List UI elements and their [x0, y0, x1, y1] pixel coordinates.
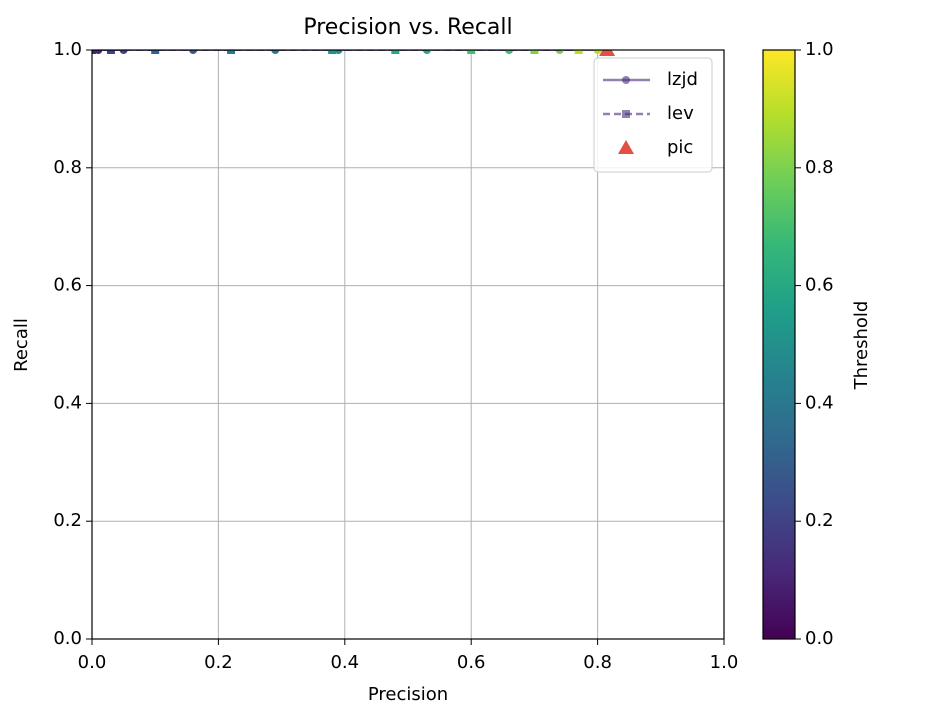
chart-title: Precision vs. Recall [303, 15, 512, 40]
point [599, 50, 616, 56]
legend-label: lzjd [667, 69, 698, 90]
legend-marker [622, 76, 630, 84]
point [227, 50, 236, 54]
colorbar-label: Threshold [851, 301, 872, 391]
point [574, 50, 583, 54]
y-tick-label: 1.0 [53, 39, 82, 60]
y-tick-label: 0.6 [53, 275, 82, 296]
legend-marker [618, 140, 634, 154]
y-tick-label: 0.0 [53, 628, 82, 649]
x-tick-label: 0.0 [78, 652, 107, 673]
y-tick-label: 0.2 [53, 510, 82, 531]
x-tick-label: 0.6 [457, 652, 486, 673]
colorbar-tick-label: 0.8 [805, 157, 834, 178]
plot-area [92, 50, 616, 56]
point [530, 50, 539, 54]
x-tick-label: 1.0 [710, 652, 739, 673]
colorbar [762, 49, 796, 640]
point [467, 50, 476, 54]
legend: lzjd lev pic [593, 57, 713, 173]
legend-box [593, 57, 713, 173]
x-tick-label: 0.8 [583, 652, 612, 673]
point [92, 50, 96, 54]
y-tick-label: 0.4 [53, 392, 82, 413]
colorbar-tick-label: 0.0 [805, 628, 834, 649]
legend-label: pic [667, 137, 693, 158]
point [106, 50, 115, 54]
point [391, 50, 400, 54]
x-tick-label: 0.2 [204, 652, 233, 673]
legend-label: lev [667, 103, 694, 124]
legend-marker [622, 110, 630, 118]
y-axis-label: Recall [11, 318, 32, 372]
point [328, 50, 337, 54]
colorbar-tick-label: 1.0 [805, 39, 834, 60]
axes-frame [91, 49, 725, 640]
x-axis-label: Precision [368, 684, 448, 705]
colorbar-tick-label: 0.4 [805, 392, 834, 413]
colorbar-tick-label: 0.6 [805, 275, 834, 296]
y-tick-label: 0.8 [53, 157, 82, 178]
point [593, 50, 602, 54]
point [151, 50, 160, 54]
x-tick-label: 0.4 [330, 652, 359, 673]
colorbar-tick-label: 0.2 [805, 510, 834, 531]
